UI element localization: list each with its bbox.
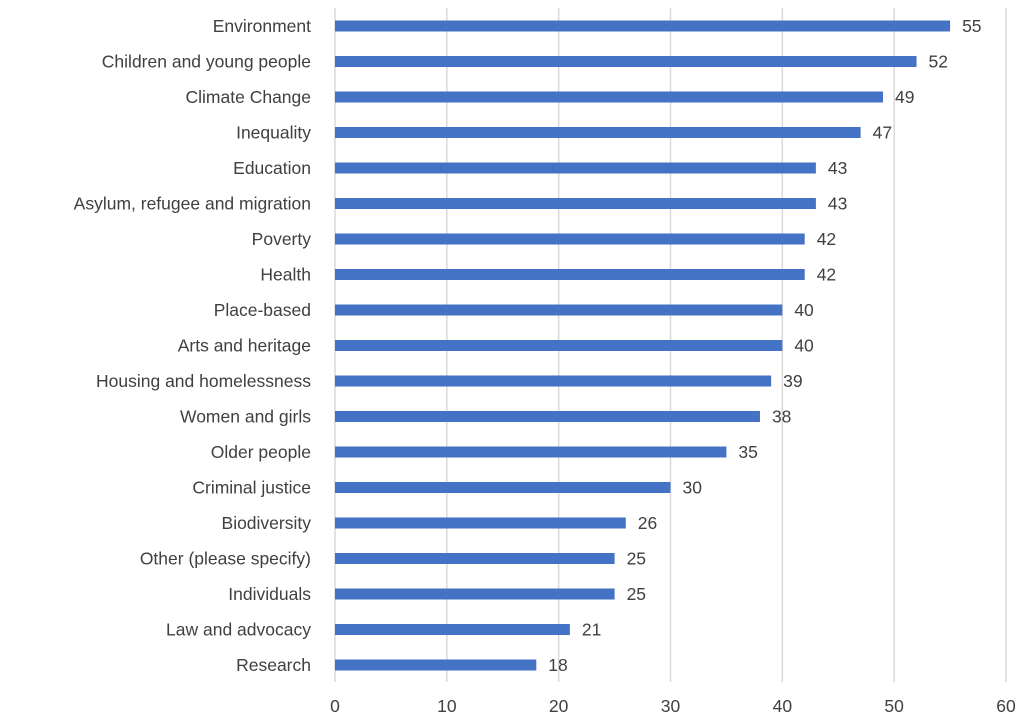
category-label: Older people <box>211 442 311 462</box>
category-label: Arts and heritage <box>178 336 311 356</box>
category-label: Biodiversity <box>222 513 312 533</box>
category-label: Housing and homelessness <box>96 371 311 391</box>
bar <box>335 482 671 493</box>
data-label: 49 <box>895 87 914 107</box>
data-label: 39 <box>783 371 802 391</box>
bar <box>335 624 570 635</box>
category-label: Education <box>233 158 311 178</box>
x-tick-label: 30 <box>661 696 681 716</box>
data-label: 43 <box>828 194 847 214</box>
data-label: 47 <box>873 123 892 143</box>
category-label: Law and advocacy <box>166 620 311 640</box>
bar <box>335 56 917 67</box>
category-label: Other (please specify) <box>140 549 311 569</box>
data-label: 30 <box>683 478 703 498</box>
data-label: 35 <box>738 442 757 462</box>
category-label: Health <box>260 265 311 285</box>
bar <box>335 446 727 458</box>
bar <box>335 411 760 422</box>
category-label: Research <box>236 655 311 675</box>
bar <box>335 304 783 316</box>
bar <box>335 20 951 32</box>
bar <box>335 233 805 245</box>
data-label: 40 <box>794 336 814 356</box>
x-tick-label: 60 <box>996 696 1016 716</box>
category-label: Climate Change <box>186 87 311 107</box>
data-label: 26 <box>638 513 657 533</box>
category-label: Poverty <box>252 229 312 249</box>
bar <box>335 553 615 564</box>
category-label: Asylum, refugee and migration <box>74 194 311 214</box>
x-tick-label: 0 <box>330 696 340 716</box>
data-label: 18 <box>548 655 567 675</box>
bar <box>335 517 626 529</box>
data-label: 40 <box>794 300 814 320</box>
x-axis-ticks: 0 10 20 30 40 50 60 <box>330 696 1016 716</box>
category-labels: Environment Children and young people Clim… <box>74 16 312 675</box>
category-label: Place-based <box>214 300 311 320</box>
x-tick-label: 40 <box>773 696 793 716</box>
bars <box>335 20 951 671</box>
category-label: Inequality <box>236 123 311 143</box>
bar <box>335 127 861 138</box>
data-label: 25 <box>627 584 646 604</box>
bar <box>335 340 783 351</box>
data-label: 38 <box>772 407 791 427</box>
bar <box>335 375 772 387</box>
bar <box>335 198 816 209</box>
x-tick-label: 10 <box>437 696 457 716</box>
data-label: 55 <box>962 16 981 36</box>
data-label: 43 <box>828 158 847 178</box>
data-label: 25 <box>627 549 646 569</box>
data-label: 42 <box>817 265 836 285</box>
category-label: Women and girls <box>180 407 311 427</box>
bar <box>335 91 883 103</box>
bar <box>335 659 537 671</box>
x-tick-label: 50 <box>884 696 904 716</box>
data-label: 21 <box>582 620 601 640</box>
category-label: Individuals <box>228 584 311 604</box>
x-tick-label: 20 <box>549 696 569 716</box>
bar <box>335 162 816 174</box>
data-label: 42 <box>817 229 836 249</box>
bar <box>335 588 615 600</box>
bar <box>335 269 805 280</box>
category-label: Environment <box>213 16 311 36</box>
category-label: Children and young people <box>102 52 311 72</box>
category-label: Criminal justice <box>192 478 311 498</box>
data-label: 52 <box>929 52 948 72</box>
